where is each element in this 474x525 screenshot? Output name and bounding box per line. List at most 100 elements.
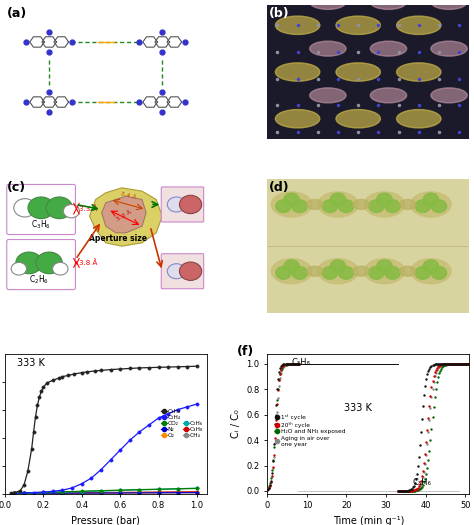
- Text: (f): (f): [237, 345, 254, 358]
- Point: [452, 360, 460, 368]
- Point: [401, 487, 409, 495]
- Point: [400, 487, 407, 495]
- Point: [269, 472, 276, 480]
- Point: [292, 360, 300, 368]
- Point: [409, 487, 416, 495]
- Point: [272, 419, 279, 428]
- Point: [434, 364, 441, 372]
- Point: [283, 360, 290, 369]
- Point: [462, 360, 470, 368]
- Circle shape: [369, 267, 384, 279]
- Ellipse shape: [310, 41, 346, 56]
- FancyBboxPatch shape: [7, 184, 75, 235]
- Point: [448, 360, 456, 368]
- Point: [396, 487, 404, 495]
- Point: [271, 439, 278, 448]
- Point: [419, 402, 427, 410]
- Point: [264, 486, 271, 495]
- Point: [428, 361, 436, 370]
- Circle shape: [322, 200, 337, 213]
- Ellipse shape: [336, 16, 381, 35]
- Point: [444, 360, 451, 369]
- Point: [273, 385, 281, 393]
- Circle shape: [431, 267, 447, 279]
- Circle shape: [292, 267, 307, 279]
- Circle shape: [36, 252, 62, 274]
- Ellipse shape: [397, 16, 441, 35]
- Point: [417, 480, 424, 488]
- Circle shape: [385, 200, 400, 213]
- Point: [400, 487, 407, 495]
- Point: [286, 360, 293, 368]
- Circle shape: [385, 267, 400, 279]
- Point: [422, 449, 429, 458]
- Point: [294, 360, 301, 368]
- Point: [295, 360, 302, 368]
- Point: [405, 486, 413, 495]
- Legend: 1ˢᵗ cycle, 20ᵗʰ cycle, H₂O and NH₃ exposed, Aging in air over
one year: 1ˢᵗ cycle, 20ᵗʰ cycle, H₂O and NH₃ expos…: [274, 414, 346, 447]
- Point: [439, 360, 447, 369]
- Point: [415, 484, 422, 492]
- Point: [276, 376, 283, 384]
- Point: [271, 443, 278, 451]
- Point: [460, 360, 468, 368]
- Point: [272, 434, 279, 443]
- Point: [276, 376, 283, 384]
- Point: [408, 487, 415, 495]
- Point: [448, 360, 456, 368]
- Point: [425, 366, 432, 375]
- Point: [463, 360, 471, 368]
- Circle shape: [64, 204, 80, 218]
- Point: [287, 360, 294, 368]
- Ellipse shape: [400, 266, 416, 276]
- Point: [398, 487, 406, 495]
- Point: [270, 463, 277, 471]
- Point: [402, 487, 410, 495]
- Polygon shape: [90, 188, 162, 246]
- Point: [289, 360, 296, 368]
- Point: [424, 440, 431, 449]
- Point: [394, 487, 402, 495]
- Point: [294, 360, 301, 368]
- Point: [448, 360, 456, 368]
- Point: [436, 366, 443, 375]
- Point: [443, 360, 450, 369]
- Point: [411, 486, 419, 495]
- Point: [266, 478, 274, 487]
- Point: [419, 480, 427, 489]
- Point: [423, 375, 430, 383]
- Circle shape: [330, 260, 346, 272]
- Point: [281, 360, 288, 369]
- Point: [396, 487, 404, 495]
- Point: [422, 460, 429, 469]
- Point: [461, 360, 469, 368]
- Point: [410, 487, 417, 495]
- Point: [420, 459, 428, 467]
- Point: [280, 360, 287, 369]
- Point: [272, 427, 279, 435]
- Point: [444, 360, 451, 368]
- Point: [420, 391, 428, 399]
- Point: [463, 360, 471, 368]
- Point: [464, 360, 472, 368]
- Point: [271, 453, 278, 461]
- Text: 333 K: 333 K: [344, 403, 372, 413]
- Point: [401, 487, 408, 495]
- Ellipse shape: [431, 88, 467, 103]
- Point: [440, 360, 447, 368]
- Point: [408, 487, 415, 495]
- Ellipse shape: [271, 192, 312, 217]
- Point: [411, 486, 419, 495]
- Point: [465, 360, 473, 368]
- Point: [294, 360, 301, 368]
- Point: [413, 486, 421, 495]
- Text: 3.4 Å: 3.4 Å: [120, 192, 137, 201]
- Point: [434, 360, 441, 368]
- Point: [402, 487, 410, 495]
- Point: [265, 484, 273, 492]
- Point: [271, 450, 278, 459]
- Point: [449, 360, 456, 368]
- Point: [405, 487, 413, 495]
- Point: [266, 481, 274, 490]
- Point: [267, 478, 275, 487]
